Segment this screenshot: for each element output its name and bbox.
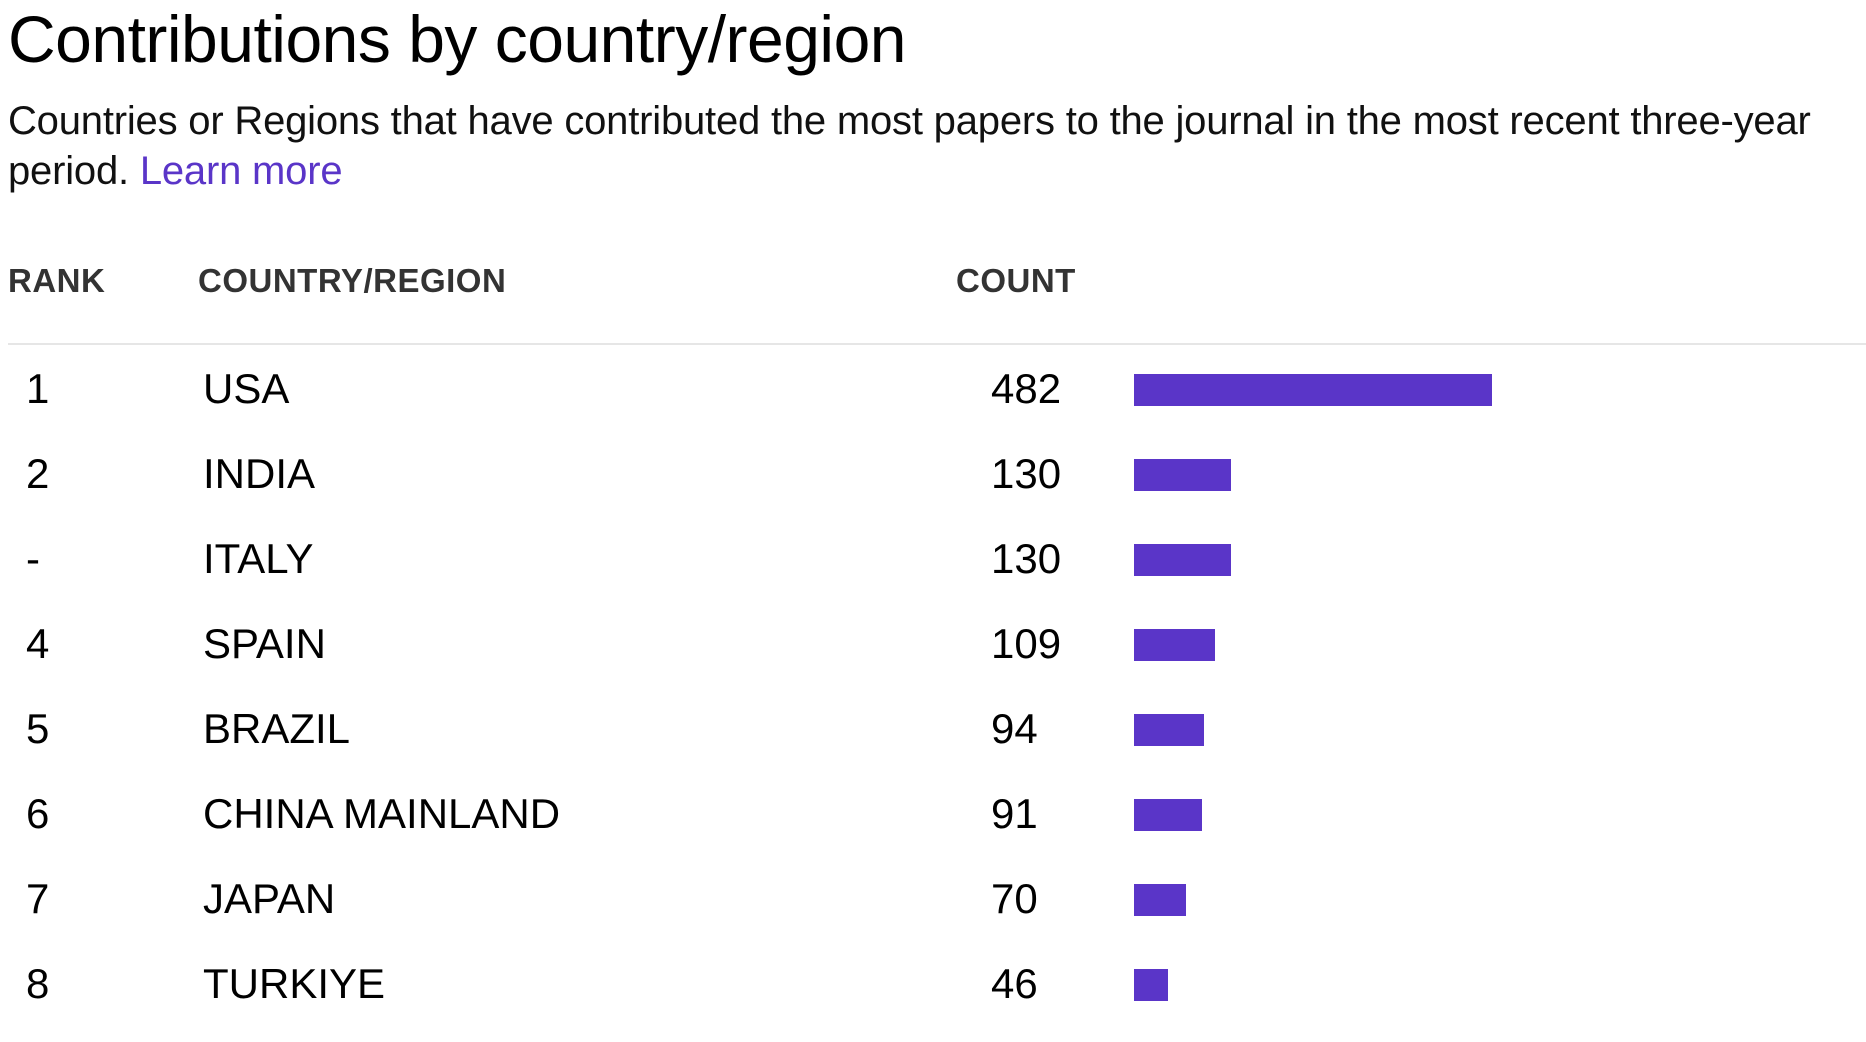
count-bar	[1134, 884, 1186, 916]
table-row: 4 SPAIN 109	[8, 617, 1866, 702]
rank-column-header: RANK	[8, 262, 106, 299]
count-bar	[1134, 374, 1492, 406]
country-cell: USA	[203, 365, 290, 412]
count-cell: 91	[991, 790, 1038, 837]
rank-cell: 6	[26, 790, 50, 837]
rank-cell: 7	[26, 875, 50, 922]
count-bar	[1134, 544, 1231, 576]
rank-cell: -	[26, 535, 40, 582]
count-cell: 46	[991, 960, 1038, 1007]
rank-cell: 8	[26, 960, 50, 1007]
count-bar	[1134, 459, 1231, 491]
count-bar	[1134, 799, 1202, 831]
table-row: 5 BRAZIL 94	[8, 702, 1866, 787]
country-column-header: COUNTRY/REGION	[198, 262, 507, 299]
table-row: 7 JAPAN 70	[8, 872, 1866, 957]
table-row: 1 USA 482	[8, 362, 1866, 447]
rank-cell: 1	[26, 365, 50, 412]
country-cell: SPAIN	[203, 620, 326, 667]
count-cell: 70	[991, 875, 1038, 922]
count-bar	[1134, 714, 1204, 746]
count-column-header: COUNT	[956, 262, 1076, 299]
country-cell: TURKIYE	[203, 960, 386, 1007]
table-row: 6 CHINA MAINLAND 91	[8, 787, 1866, 872]
count-bar	[1134, 629, 1215, 661]
table-row: 2 INDIA 130	[8, 447, 1866, 532]
page-title: Contributions by country/region	[8, 2, 907, 76]
country-cell: ITALY	[203, 535, 314, 582]
count-cell: 94	[991, 705, 1038, 752]
learn-more-link[interactable]: Learn more	[139, 149, 343, 193]
count-cell: 482	[991, 365, 1062, 412]
rank-cell: 2	[26, 450, 50, 497]
table-header: RANK COUNTRY/REGION COUNT	[8, 262, 1866, 312]
rank-cell: 5	[26, 705, 50, 752]
rank-cell: 4	[26, 620, 50, 667]
contributions-panel: Contributions by country/region Countrie…	[8, 0, 1866, 1014]
country-cell: CHINA MAINLAND	[203, 790, 561, 837]
country-cell: BRAZIL	[203, 705, 351, 752]
country-cell: JAPAN	[203, 875, 336, 922]
table-row: - ITALY 130	[8, 532, 1866, 617]
country-cell: INDIA	[203, 450, 316, 497]
count-cell: 130	[991, 450, 1062, 497]
count-cell: 109	[991, 620, 1062, 667]
count-bar	[1134, 969, 1168, 1001]
table-row: 8 TURKIYE 46	[8, 957, 1866, 1042]
page-description: Countries or Regions that have contribut…	[8, 96, 1858, 196]
count-cell: 130	[991, 535, 1062, 582]
description-text: Countries or Regions that have contribut…	[8, 99, 1811, 193]
header-divider	[8, 343, 1866, 345]
